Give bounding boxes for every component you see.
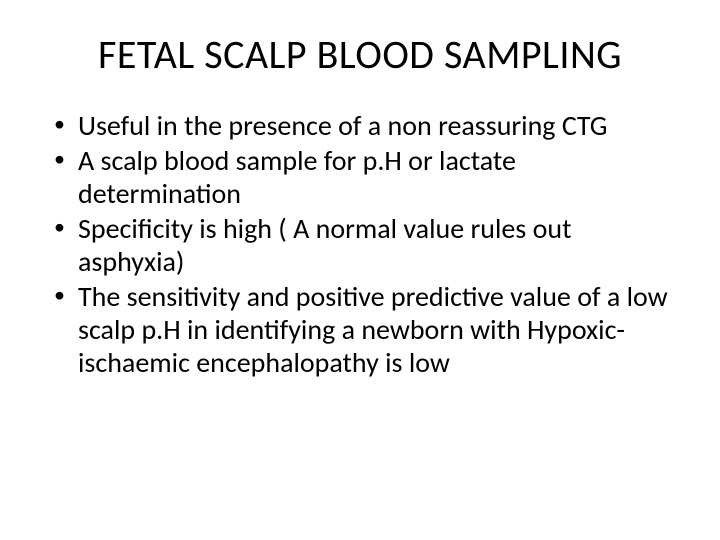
list-item: The sensitivity and positive predictive … [50, 280, 680, 379]
list-item: Useful in the presence of a non reassuri… [50, 109, 680, 142]
list-item: Specificity is high ( A normal value rul… [50, 212, 680, 278]
slide: FETAL SCALP BLOOD SAMPLING Useful in the… [0, 0, 720, 540]
list-item: A scalp blood sample for p.H or lactate … [50, 144, 680, 210]
bullet-list: Useful in the presence of a non reassuri… [50, 109, 680, 379]
slide-title: FETAL SCALP BLOOD SAMPLING [40, 30, 680, 79]
